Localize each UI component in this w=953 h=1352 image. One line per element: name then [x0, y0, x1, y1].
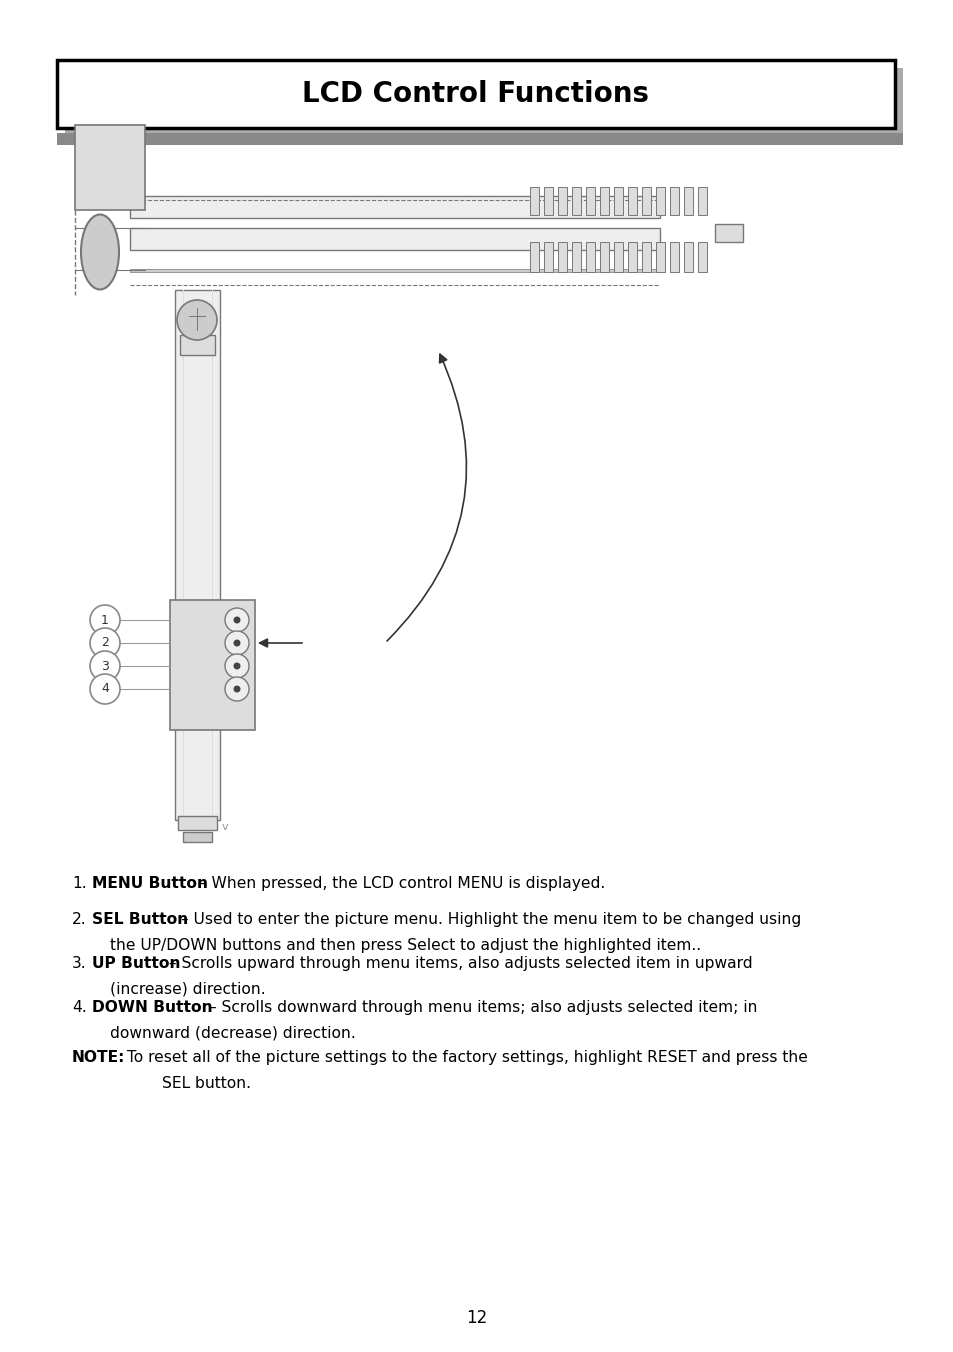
- Text: – Scrolls downward through menu items; also adjusts selected item; in: – Scrolls downward through menu items; a…: [204, 1000, 757, 1015]
- Circle shape: [177, 300, 216, 339]
- Text: v: v: [222, 822, 229, 831]
- Text: – Scrolls upward through menu items, also adjusts selected item in upward: – Scrolls upward through menu items, als…: [164, 956, 752, 971]
- Text: To reset all of the picture settings to the factory settings, highlight RESET an: To reset all of the picture settings to …: [122, 1051, 807, 1065]
- Bar: [656, 242, 664, 272]
- Bar: [585, 187, 595, 215]
- Text: 3: 3: [101, 660, 109, 672]
- Bar: [656, 187, 664, 215]
- FancyArrowPatch shape: [259, 639, 302, 646]
- Text: 12: 12: [466, 1309, 487, 1328]
- Bar: [75, 124, 145, 210]
- Bar: [178, 817, 216, 830]
- Text: 1.: 1.: [71, 876, 87, 891]
- Bar: [558, 242, 566, 272]
- Bar: [669, 187, 679, 215]
- Bar: [599, 242, 608, 272]
- Text: 1: 1: [101, 614, 109, 626]
- Bar: [614, 187, 622, 215]
- Bar: [714, 224, 742, 242]
- Bar: [572, 187, 580, 215]
- Bar: [558, 187, 566, 215]
- Bar: [130, 196, 659, 218]
- Text: – When pressed, the LCD control MENU is displayed.: – When pressed, the LCD control MENU is …: [193, 876, 604, 891]
- Circle shape: [233, 639, 240, 646]
- Bar: [57, 59, 894, 128]
- Bar: [641, 187, 650, 215]
- Text: MENU Button: MENU Button: [91, 876, 208, 891]
- Bar: [530, 187, 538, 215]
- Bar: [170, 600, 254, 730]
- Bar: [57, 132, 902, 145]
- Text: (increase) direction.: (increase) direction.: [110, 982, 265, 996]
- Circle shape: [233, 617, 240, 623]
- Circle shape: [225, 677, 249, 700]
- Bar: [683, 242, 692, 272]
- Bar: [683, 187, 692, 215]
- Circle shape: [90, 652, 120, 681]
- Bar: [183, 831, 212, 842]
- Bar: [698, 242, 706, 272]
- Bar: [174, 289, 220, 821]
- Bar: [130, 269, 659, 272]
- Bar: [543, 242, 553, 272]
- Circle shape: [233, 662, 240, 669]
- Circle shape: [90, 675, 120, 704]
- Bar: [585, 242, 595, 272]
- Bar: [65, 68, 902, 137]
- Text: NOTE:: NOTE:: [71, 1051, 125, 1065]
- Bar: [669, 242, 679, 272]
- Text: DOWN Button: DOWN Button: [91, 1000, 213, 1015]
- Text: LCD Control Functions: LCD Control Functions: [302, 80, 649, 108]
- Circle shape: [90, 627, 120, 658]
- Circle shape: [225, 608, 249, 631]
- Bar: [543, 187, 553, 215]
- Text: 4.: 4.: [71, 1000, 87, 1015]
- Bar: [180, 335, 214, 356]
- Bar: [572, 242, 580, 272]
- Text: – Used to enter the picture menu. Highlight the menu item to be changed using: – Used to enter the picture menu. Highli…: [175, 913, 801, 927]
- Bar: [627, 187, 637, 215]
- Bar: [627, 242, 637, 272]
- Text: 4: 4: [101, 683, 109, 695]
- Bar: [130, 228, 659, 250]
- Bar: [599, 187, 608, 215]
- Bar: [130, 237, 659, 241]
- Text: 2.: 2.: [71, 913, 87, 927]
- Text: SEL Button: SEL Button: [91, 913, 188, 927]
- Text: the UP/DOWN buttons and then press Select to adjust the highlighted item..: the UP/DOWN buttons and then press Selec…: [110, 938, 700, 953]
- Circle shape: [90, 604, 120, 635]
- Circle shape: [233, 685, 240, 692]
- Circle shape: [225, 631, 249, 654]
- FancyArrowPatch shape: [387, 354, 466, 641]
- Text: 3.: 3.: [71, 956, 87, 971]
- Bar: [698, 187, 706, 215]
- Bar: [614, 242, 622, 272]
- Text: 2: 2: [101, 637, 109, 649]
- Ellipse shape: [81, 215, 119, 289]
- Bar: [641, 242, 650, 272]
- Text: SEL button.: SEL button.: [162, 1076, 251, 1091]
- Bar: [530, 242, 538, 272]
- Text: UP Button: UP Button: [91, 956, 180, 971]
- Text: downward (decrease) direction.: downward (decrease) direction.: [110, 1026, 355, 1041]
- Circle shape: [225, 654, 249, 677]
